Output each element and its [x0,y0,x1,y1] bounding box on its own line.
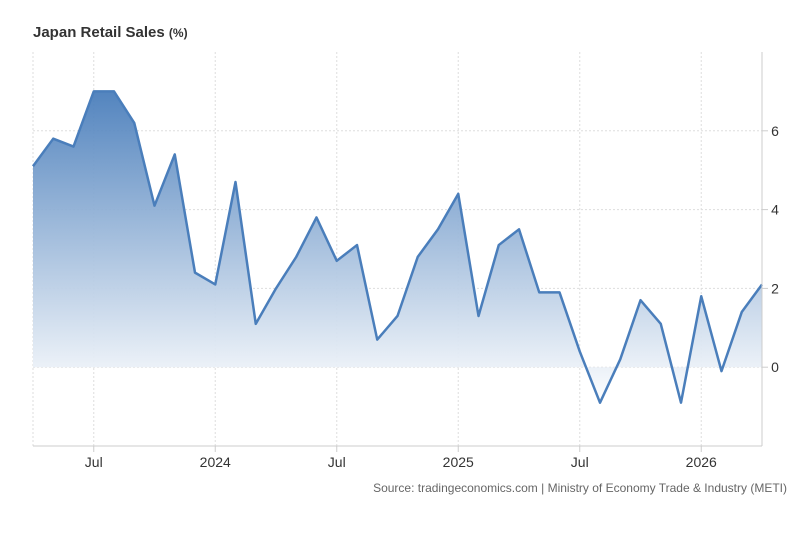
x-tick-label: Jul [328,454,346,470]
y-tick-label: 2 [771,280,779,296]
x-tick-label: Jul [85,454,103,470]
x-tick-label: 2024 [200,454,231,470]
y-tick-label: 4 [771,202,779,218]
x-tick-label: 2026 [686,454,717,470]
area-fill [33,91,762,403]
x-tick-label: Jul [571,454,589,470]
chart-title-unit: (%) [168,26,188,40]
chart-title: Japan Retail Sales (%) [33,24,188,41]
axis-layer [33,52,768,452]
x-tick-label: 2025 [443,454,474,470]
y-tick-label: 6 [771,123,779,139]
y-axis-labels: 0 2 4 6 [771,123,779,375]
x-axis-labels: Jul 2024 Jul 2025 Jul 2026 [85,454,717,470]
area-layer [33,91,762,403]
source-text: Source: tradingeconomics.com | Ministry … [373,481,787,495]
series-line [31,90,764,404]
chart-title-text: Japan Retail Sales [33,24,165,41]
line-layer [31,90,764,404]
y-tick-label: 0 [771,359,779,375]
